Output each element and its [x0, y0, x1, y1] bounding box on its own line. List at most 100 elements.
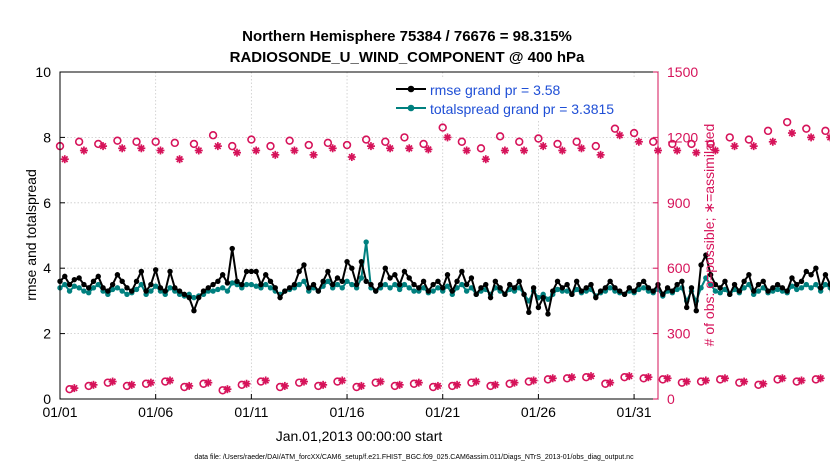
rmse-point	[406, 275, 412, 281]
totalspread-point	[253, 283, 259, 289]
obs-assimilated-marker	[242, 379, 251, 388]
totalspread-point	[435, 285, 441, 291]
totalspread-point	[573, 286, 580, 293]
totalspread-point	[90, 285, 97, 291]
legend-box	[390, 78, 655, 120]
rmse-point	[320, 278, 326, 284]
x-axis: 01/01 01/06 01/11 01/16 01/21 01/26 01/31	[42, 394, 652, 420]
rmse-point	[66, 281, 73, 288]
rmse-point	[765, 288, 771, 294]
obs-assimilated-marker	[711, 146, 720, 155]
rmse-point	[258, 281, 264, 288]
rmse-point	[90, 278, 97, 284]
obs-assimilated-marker	[166, 376, 175, 385]
obs-assimilated-marker	[175, 155, 184, 164]
rmse-point	[282, 288, 288, 294]
obs-assimilated-marker	[577, 144, 586, 153]
obs-assimilated-marker	[60, 155, 69, 164]
rmse-point	[425, 288, 432, 294]
totalspread-point	[210, 288, 216, 294]
obs-assimilated-marker	[606, 378, 615, 387]
obs-assimilated-marker	[156, 146, 165, 155]
rmse-point	[803, 268, 810, 275]
rmse-point	[741, 278, 747, 284]
obs-assimilated-marker	[424, 145, 433, 154]
obs-possible-marker	[151, 137, 160, 146]
y-tick-label: 10	[35, 64, 51, 80]
obs-assimilated-marker	[682, 377, 691, 386]
totalspread-point	[401, 281, 408, 288]
totalspread-point	[822, 281, 829, 288]
rmse-point	[573, 278, 580, 284]
obs-assimilated-marker	[740, 377, 749, 386]
obs-possible-marker	[725, 133, 734, 142]
obs-possible-marker	[495, 132, 505, 141]
rmse-point	[100, 285, 106, 291]
rmse-point	[593, 294, 599, 301]
obs-possible-marker	[821, 126, 830, 136]
rmse-point	[243, 268, 250, 275]
obs-assimilated-marker	[213, 142, 222, 151]
obs-assimilated-marker	[99, 142, 108, 151]
obs-assimilated-marker	[520, 146, 529, 155]
totalspread-point	[707, 281, 714, 288]
obs-assimilated-marker	[252, 146, 261, 155]
rmse-point	[717, 285, 723, 291]
rmse-point	[263, 272, 269, 278]
rmse-point	[210, 281, 216, 288]
obs-assimilated-marker	[701, 376, 710, 385]
rmse-point	[684, 304, 690, 311]
totalspread-point	[774, 286, 781, 293]
obs-assimilated-marker	[778, 374, 787, 383]
rmse-line	[59, 247, 830, 315]
obs-assimilated-marker	[395, 380, 404, 389]
totalspread-point	[152, 283, 159, 289]
y2-tick-label: 1500	[667, 64, 698, 80]
totalspread-point	[95, 281, 101, 288]
obs-assimilated-marker	[328, 144, 337, 153]
rmse-point	[530, 285, 537, 291]
y-axis-label: rmse and totalspread	[23, 169, 39, 301]
totalspread-point	[124, 291, 130, 298]
obs-possible-marker	[572, 137, 581, 146]
obs-assimilated-marker	[730, 142, 739, 151]
rmse-point	[817, 285, 824, 291]
rmse-point	[521, 291, 527, 298]
obs-assimilated-marker	[548, 374, 557, 383]
rmse-point	[564, 281, 570, 288]
rmse-point	[454, 278, 460, 284]
rmse-point	[650, 288, 656, 294]
x-tick-label: 01/11	[234, 404, 268, 420]
rmse-point	[798, 278, 805, 284]
obs-assimilated-marker	[787, 129, 796, 138]
rmse-point	[612, 285, 618, 291]
obs-assimilated-marker	[615, 131, 624, 140]
totalspread-point	[741, 285, 747, 291]
rmse-point	[478, 285, 484, 291]
obs-assimilated-marker	[759, 379, 768, 388]
rmse-point	[688, 285, 695, 291]
obs-assimilated-marker	[204, 378, 213, 387]
totalspread-point	[640, 285, 647, 291]
rmse-point	[143, 288, 149, 294]
rmse-point	[731, 281, 738, 288]
rmse-point	[172, 285, 178, 291]
obs-possible-marker	[361, 135, 371, 144]
rmse-point	[660, 291, 666, 298]
rmse-point	[191, 308, 197, 314]
obs-assimilated-marker	[127, 380, 136, 389]
grid	[59, 71, 658, 400]
obs-possible-marker	[381, 137, 390, 146]
rmse-point	[176, 288, 183, 294]
totalspread-point	[755, 288, 762, 294]
rmse-point	[703, 252, 709, 258]
obs-assimilated-marker	[70, 384, 79, 393]
rmse-point	[401, 268, 408, 275]
rmse-point	[334, 275, 341, 281]
rmse-point	[707, 272, 714, 278]
rmse-point	[640, 278, 647, 284]
rmse-point	[636, 281, 642, 288]
obs-assimilated-marker	[749, 142, 758, 151]
rmse-point	[808, 272, 814, 278]
obs-possible-marker	[687, 139, 696, 149]
